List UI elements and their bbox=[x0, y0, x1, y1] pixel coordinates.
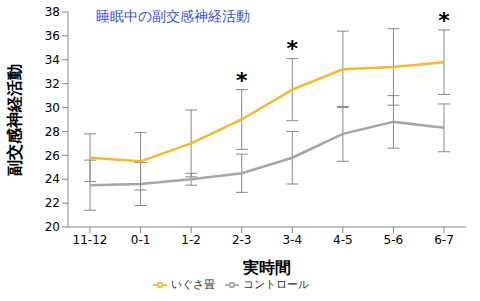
svg-text:38: 38 bbox=[45, 5, 60, 19]
svg-text:3-4: 3-4 bbox=[282, 233, 302, 247]
html-text:コントロール: コントロール bbox=[243, 278, 309, 291]
svg-text:22: 22 bbox=[45, 196, 60, 210]
svg-text:実時間: 実時間 bbox=[242, 258, 291, 277]
svg-text:24: 24 bbox=[45, 172, 60, 186]
svg-text:5-6: 5-6 bbox=[384, 233, 404, 247]
svg-text:26: 26 bbox=[45, 149, 60, 163]
svg-text:*: * bbox=[236, 68, 248, 93]
svg-text:6-7: 6-7 bbox=[434, 233, 454, 247]
svg-text:30: 30 bbox=[45, 101, 60, 115]
svg-text:28: 28 bbox=[45, 125, 60, 139]
svg-text:11-12: 11-12 bbox=[73, 233, 108, 247]
svg-text:1-2: 1-2 bbox=[181, 233, 201, 247]
html-text:睡眠中の副交感神経活動: 睡眠中の副交感神経活動 bbox=[96, 8, 250, 24]
svg-text:20: 20 bbox=[45, 220, 60, 234]
svg-text:副交感神経活動: 副交感神経活動 bbox=[8, 64, 24, 176]
svg-text:34: 34 bbox=[45, 53, 60, 67]
svg-text:0-1: 0-1 bbox=[131, 233, 151, 247]
svg-text:32: 32 bbox=[45, 77, 60, 91]
svg-text:*: * bbox=[438, 8, 450, 33]
svg-text:4-5: 4-5 bbox=[333, 233, 353, 247]
html-text:いぐさ畳: いぐさ畳 bbox=[171, 278, 215, 291]
svg-text:2-3: 2-3 bbox=[232, 233, 252, 247]
svg-text:36: 36 bbox=[45, 29, 60, 43]
svg-text:*: * bbox=[287, 36, 299, 61]
